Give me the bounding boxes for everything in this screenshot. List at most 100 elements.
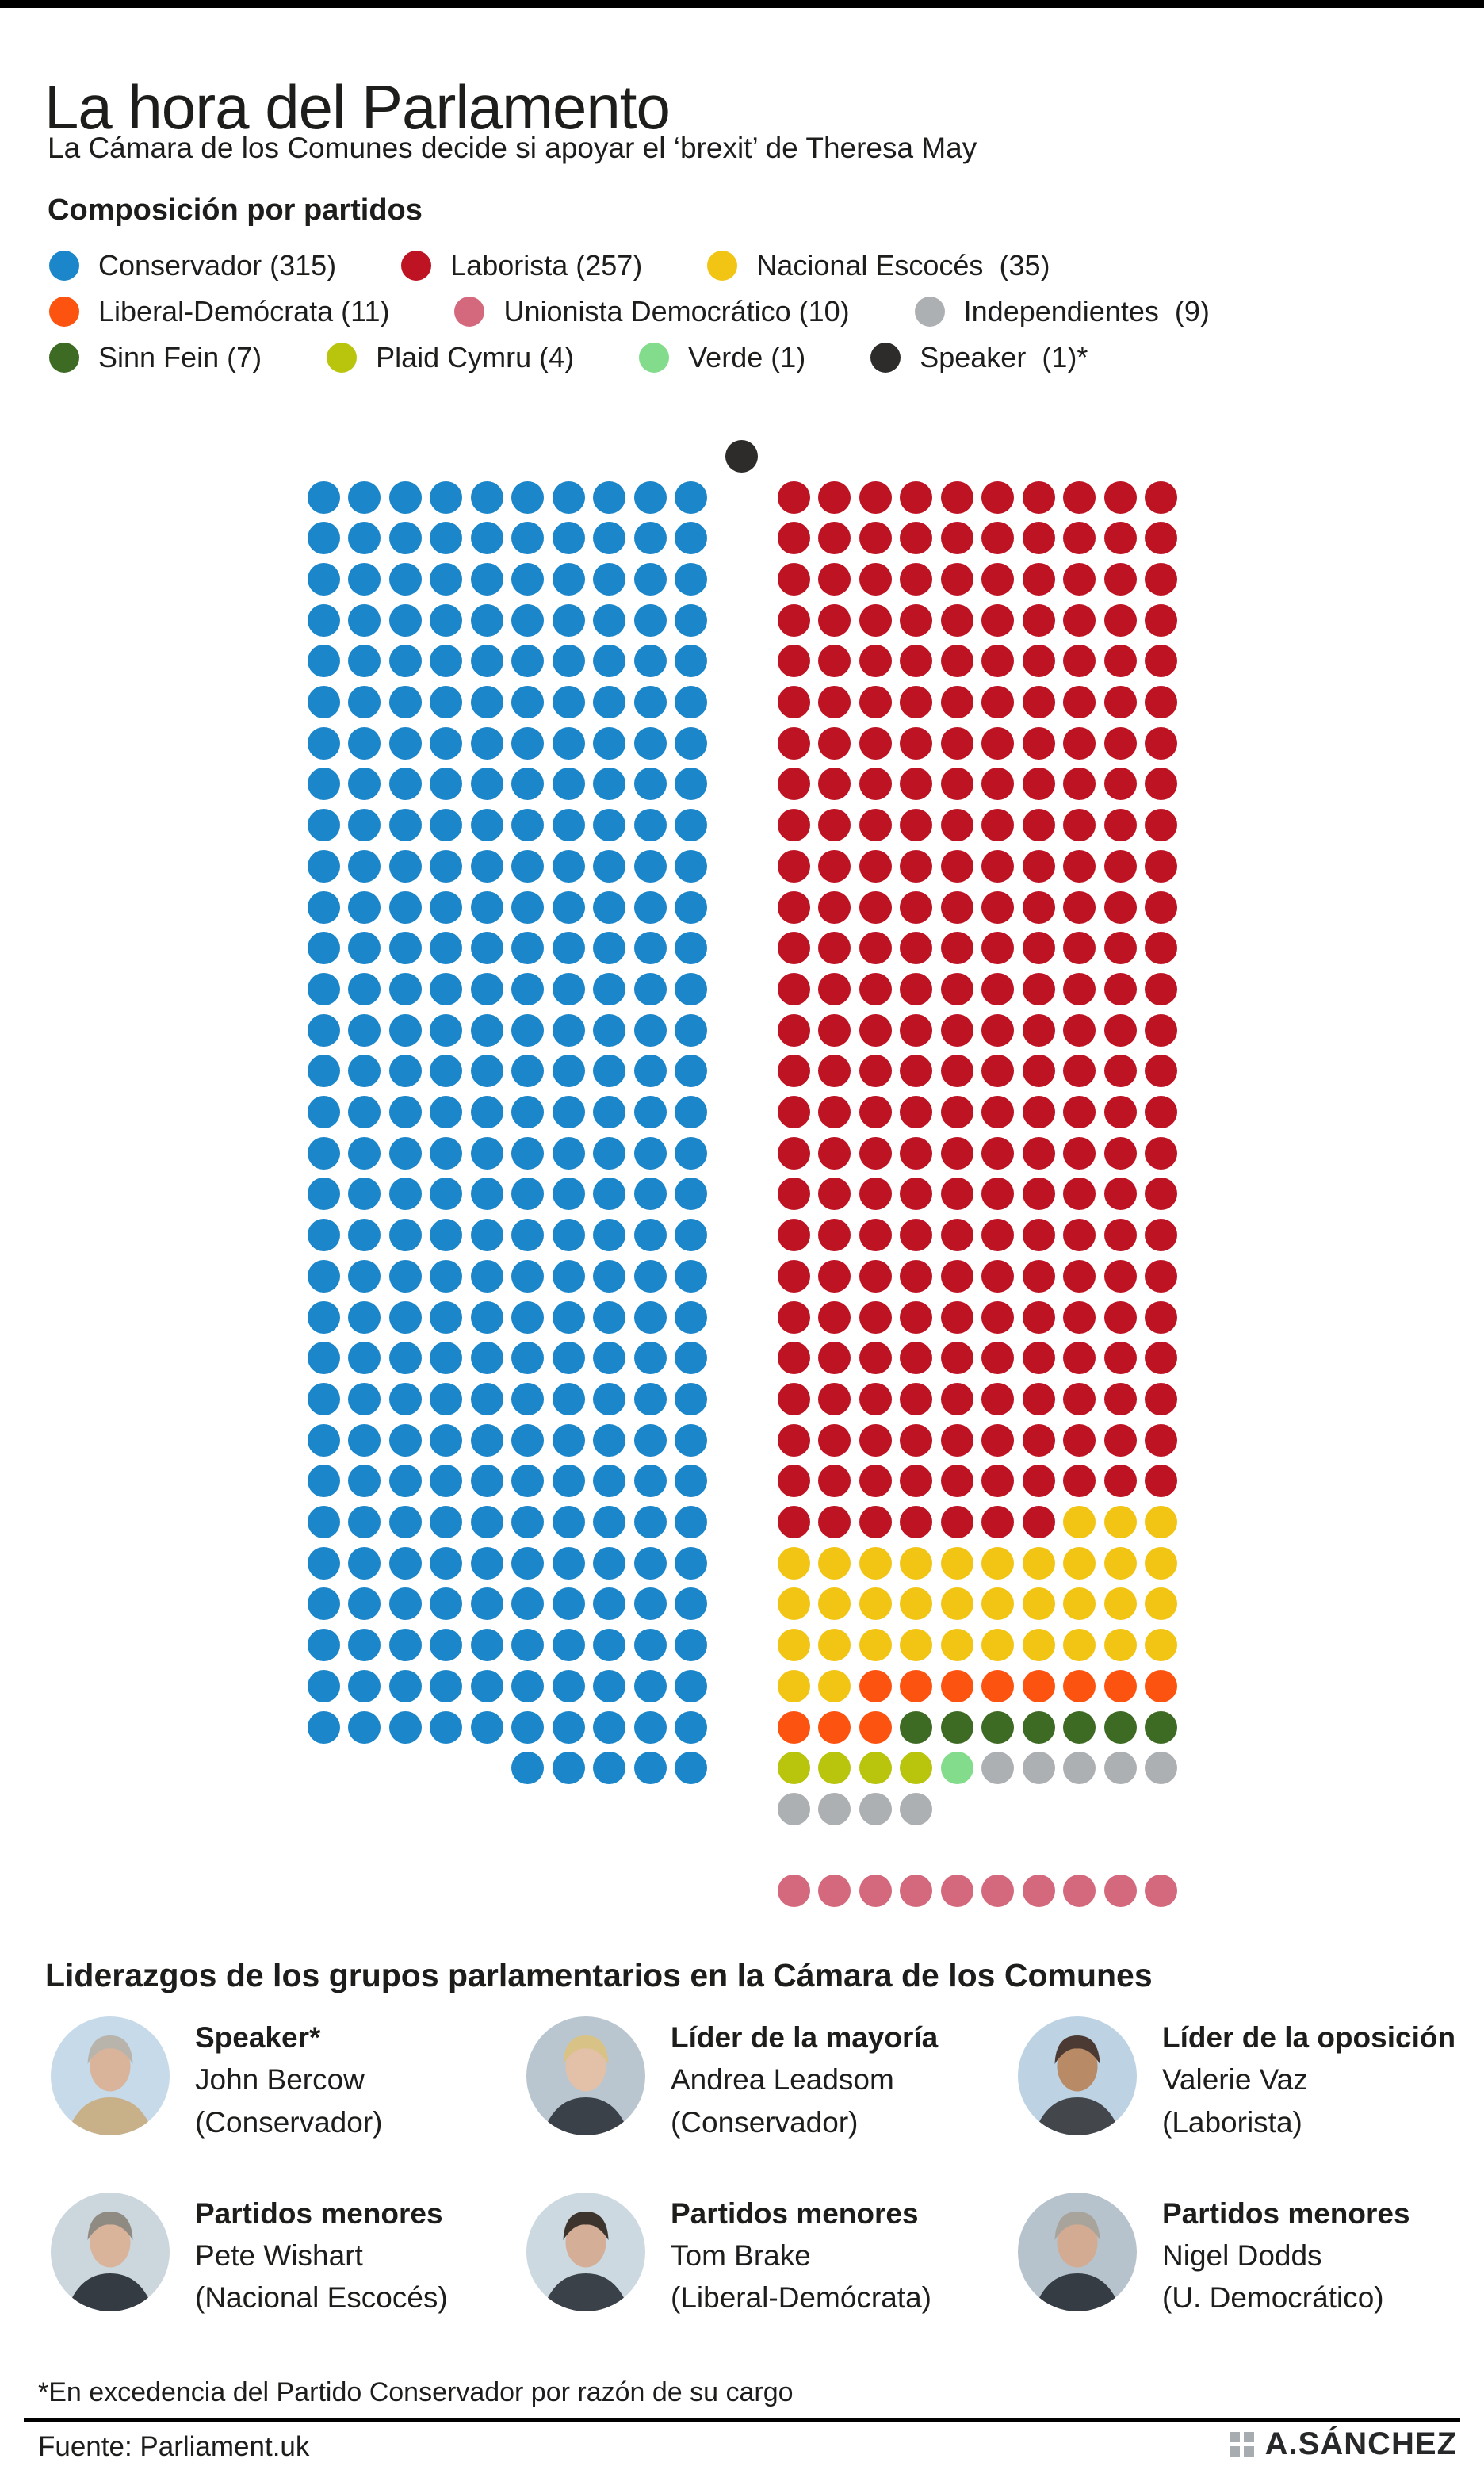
- seat-dot-conservador: [348, 645, 381, 678]
- seat-dot-unionista-democr-tico: [777, 1875, 810, 1908]
- seat-dot-laborista: [1103, 1300, 1137, 1334]
- seat-dot-laborista: [859, 1013, 892, 1047]
- seat-dot-laborista: [940, 849, 973, 883]
- seat-dot-conservador: [593, 1219, 625, 1252]
- seat-dot-conservador: [552, 1546, 585, 1580]
- seat-dot-laborista: [981, 890, 1014, 924]
- seat-dot-laborista: [1063, 932, 1096, 965]
- seat-dot-conservador: [470, 1465, 503, 1498]
- seat-dot-laborista: [1022, 1096, 1055, 1128]
- seat-dot-conservador: [470, 1423, 503, 1457]
- legend-item-laborista-257: Laborista (257): [401, 249, 642, 282]
- seat-dot-conservador: [593, 849, 625, 883]
- seat-dot-conservador: [307, 809, 340, 842]
- seat-dot-laborista: [1022, 1423, 1055, 1457]
- seat-dot-laborista: [818, 1013, 851, 1047]
- seat-dot-conservador: [552, 686, 585, 718]
- seat-dot-conservador: [388, 686, 422, 718]
- seat-dot-laborista: [818, 1136, 851, 1170]
- seat-dot-conservador: [511, 1587, 544, 1621]
- seat-dot-conservador: [348, 686, 381, 718]
- seat-dot-sinn-fein: [981, 1710, 1014, 1744]
- seat-dot-conservador: [633, 1752, 667, 1785]
- seat-dot-laborista: [818, 481, 851, 514]
- seat-dot-conservador: [593, 972, 625, 1005]
- seat-dot-laborista: [1022, 603, 1055, 637]
- seat-dot-laborista: [1103, 890, 1137, 924]
- seat-dot-conservador: [593, 1259, 625, 1293]
- seat-dot-laborista: [859, 768, 892, 801]
- seat-dot-laborista: [981, 562, 1014, 596]
- seat-dot-laborista: [940, 1055, 973, 1088]
- seat-dot-laborista: [1145, 972, 1177, 1005]
- seat-dot-laborista: [981, 1423, 1014, 1457]
- seat-dot-laborista: [818, 809, 851, 842]
- seat-dot-laborista: [859, 726, 892, 760]
- seat-dot-conservador: [307, 1546, 340, 1580]
- legend-item-sinn-fein-7: Sinn Fein (7): [49, 341, 262, 374]
- seat-dot-conservador: [593, 1587, 625, 1621]
- seat-dot-conservador: [675, 1752, 707, 1785]
- seat-dot-conservador: [675, 809, 707, 842]
- seat-dot-conservador: [430, 645, 462, 678]
- seat-dot-laborista: [1103, 1465, 1137, 1498]
- seat-dot-laborista: [818, 603, 851, 637]
- seat-dot-laborista: [1022, 562, 1055, 596]
- seat-dot-conservador: [552, 1752, 585, 1785]
- seat-dot-conservador: [511, 890, 544, 924]
- legend-item-liberal-dem-crata-11: Liberal-Demócrata (11): [49, 295, 389, 328]
- seat-dot-laborista: [1145, 1096, 1177, 1128]
- seat-dot-conservador: [593, 603, 625, 637]
- seat-dot-unionista-democr-tico: [900, 1875, 932, 1908]
- profile-name: Pete Wishart: [195, 2239, 363, 2273]
- seat-dot-laborista: [777, 1342, 810, 1375]
- seat-dot-unionista-democr-tico: [981, 1875, 1014, 1908]
- seat-dot-conservador: [633, 522, 667, 555]
- seat-dot-laborista: [1145, 849, 1177, 883]
- seat-dot-laborista: [1022, 645, 1055, 678]
- seat-dot-laborista: [818, 1096, 851, 1128]
- seat-dot-nacional-escoc-s: [900, 1587, 932, 1621]
- seat-dot-conservador: [348, 1219, 381, 1252]
- seat-dot-conservador: [633, 1506, 667, 1538]
- legend-item-speaker-1: Speaker (1)*: [870, 341, 1088, 374]
- seat-dot-conservador: [430, 1587, 462, 1621]
- seat-dot-laborista: [1022, 481, 1055, 514]
- legend-label: Plaid Cymru (4): [376, 341, 575, 373]
- seat-dot-conservador: [511, 1219, 544, 1252]
- seat-dot-nacional-escoc-s: [777, 1629, 810, 1662]
- seat-dot-conservador: [430, 726, 462, 760]
- seat-dot-conservador: [511, 1506, 544, 1538]
- seat-dot-laborista: [940, 1178, 973, 1211]
- seat-dot-conservador: [470, 1219, 503, 1252]
- portrait-photo-andrea-leadsom: [526, 2016, 645, 2135]
- seat-dot-laborista: [1145, 1300, 1177, 1334]
- seat-dot-conservador: [470, 932, 503, 965]
- seat-dot-conservador: [552, 603, 585, 637]
- seat-dot-conservador: [307, 1506, 340, 1538]
- seat-dot-laborista: [777, 562, 810, 596]
- seat-dot-independientes: [1022, 1752, 1055, 1785]
- seat-dot-laborista: [1063, 1136, 1096, 1170]
- seat-dot-laborista: [1103, 562, 1137, 596]
- portrait-photo-pete-wishart: [51, 2192, 170, 2311]
- seat-dot-laborista: [981, 603, 1014, 637]
- seat-dot-conservador: [511, 849, 544, 883]
- seat-dot-laborista: [859, 1342, 892, 1375]
- portrait-photo-nigel-dodds: [1018, 2192, 1137, 2311]
- seat-dot-sinn-fein: [1022, 1710, 1055, 1744]
- seat-dot-conservador: [593, 1342, 625, 1375]
- seat-dot-laborista: [900, 1300, 932, 1334]
- seat-dot-laborista: [981, 726, 1014, 760]
- seat-dot-laborista: [1145, 1423, 1177, 1457]
- seat-dot-conservador: [675, 849, 707, 883]
- seat-dot-conservador: [470, 1710, 503, 1744]
- seat-dot-laborista: [900, 522, 932, 555]
- seat-dot-conservador: [470, 1013, 503, 1047]
- seat-dot-conservador: [388, 1669, 422, 1702]
- seat-dot-conservador: [552, 522, 585, 555]
- seat-dot-conservador: [552, 1136, 585, 1170]
- seat-dot-laborista: [1063, 726, 1096, 760]
- seat-dot-conservador: [511, 1669, 544, 1702]
- profile-card-andrea-leadsom: Líder de la mayoría Andrea Leadsom (Conser…: [526, 2016, 1018, 2143]
